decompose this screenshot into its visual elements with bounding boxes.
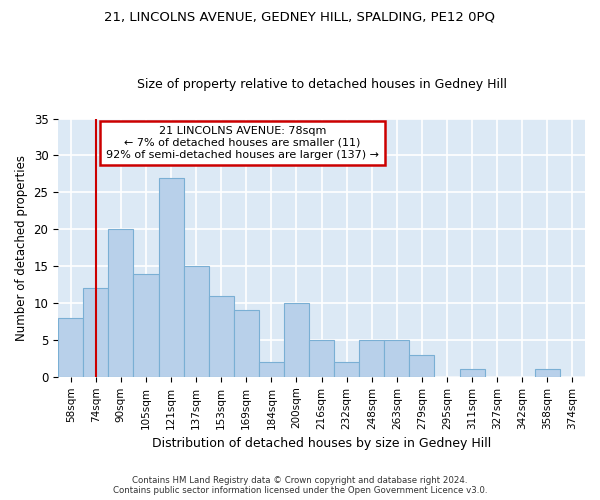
Title: Size of property relative to detached houses in Gedney Hill: Size of property relative to detached ho… [137, 78, 506, 91]
Bar [359, 340, 384, 377]
Bar [109, 229, 133, 377]
Text: Contains HM Land Registry data © Crown copyright and database right 2024.
Contai: Contains HM Land Registry data © Crown c… [113, 476, 487, 495]
Bar [309, 340, 334, 377]
Bar [334, 362, 359, 377]
Bar [409, 354, 434, 377]
Bar [284, 303, 309, 377]
Bar [158, 178, 184, 377]
Text: 21 LINCOLNS AVENUE: 78sqm
← 7% of detached houses are smaller (11)
92% of semi-d: 21 LINCOLNS AVENUE: 78sqm ← 7% of detach… [106, 126, 379, 160]
Bar [384, 340, 409, 377]
Bar [184, 266, 209, 377]
Bar [535, 370, 560, 377]
Bar [460, 370, 485, 377]
X-axis label: Distribution of detached houses by size in Gedney Hill: Distribution of detached houses by size … [152, 437, 491, 450]
Bar [58, 318, 83, 377]
Bar [234, 310, 259, 377]
Bar [83, 288, 109, 377]
Bar [133, 274, 158, 377]
Bar [259, 362, 284, 377]
Y-axis label: Number of detached properties: Number of detached properties [15, 154, 28, 340]
Text: 21, LINCOLNS AVENUE, GEDNEY HILL, SPALDING, PE12 0PQ: 21, LINCOLNS AVENUE, GEDNEY HILL, SPALDI… [104, 10, 496, 23]
Bar [209, 296, 234, 377]
